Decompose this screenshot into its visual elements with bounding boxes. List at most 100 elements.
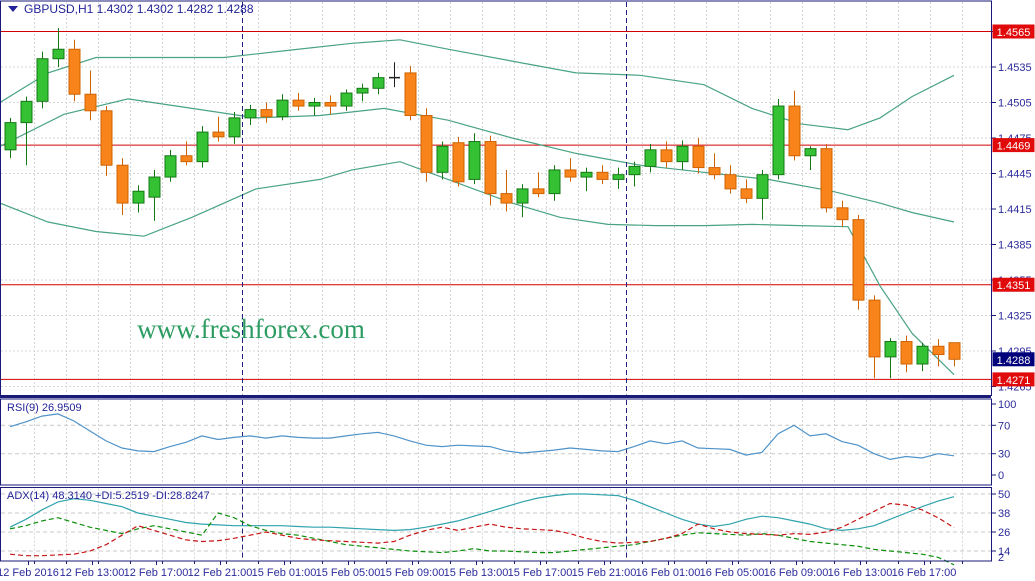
price-level-badge: 1.4469 bbox=[997, 141, 1031, 153]
price-tick-label: 1.4505 bbox=[998, 97, 1032, 109]
time-tick-label: 12 Feb 21:00 bbox=[188, 567, 253, 579]
candle-bear bbox=[84, 93, 97, 112]
candle-bear bbox=[836, 207, 849, 221]
price-tick-label: 1.4385 bbox=[998, 239, 1032, 251]
candle-bull bbox=[644, 149, 657, 167]
candle-bull bbox=[628, 165, 641, 176]
candle-bull bbox=[580, 171, 593, 178]
candle-bull bbox=[676, 145, 689, 163]
time-tick-label: 12 Feb 17:00 bbox=[124, 567, 189, 579]
candle-bear bbox=[948, 342, 961, 360]
candle-bear bbox=[180, 155, 193, 163]
candle-bear bbox=[68, 48, 81, 95]
time-tick-label: 15 Feb 09:00 bbox=[380, 567, 445, 579]
candle-bear bbox=[420, 115, 433, 173]
time-axis-drag-area[interactable] bbox=[0, 561, 991, 581]
candle-bull bbox=[276, 99, 289, 118]
time-tick-label: 16 Feb 09:00 bbox=[764, 567, 829, 579]
candle-bull bbox=[548, 169, 561, 195]
symbol-dropdown-icon bbox=[8, 6, 18, 12]
rsi-tick-label: 30 bbox=[998, 449, 1010, 461]
day-separators bbox=[242, 2, 627, 560]
price-level-badge: 1.4271 bbox=[997, 375, 1031, 387]
candle-bull bbox=[612, 174, 625, 180]
chart-plot-area[interactable] bbox=[0, 0, 991, 561]
candle-bull bbox=[132, 190, 145, 204]
time-tick-label: 12 Feb 13:00 bbox=[60, 567, 125, 579]
candle-bull bbox=[244, 109, 257, 119]
candle-bull bbox=[772, 105, 785, 176]
candle-bear bbox=[500, 193, 513, 204]
candle-bear bbox=[324, 101, 337, 107]
candle-bear bbox=[484, 141, 497, 195]
candle-bear bbox=[212, 131, 225, 138]
pane-border bbox=[0, 398, 992, 486]
candle-bull bbox=[52, 48, 65, 60]
adx-tick-label-partial: 2 bbox=[998, 552, 1004, 564]
candle-bull bbox=[884, 341, 897, 358]
price-level-badge-bg bbox=[992, 24, 1035, 39]
time-tick-label: 12 Feb 2016 bbox=[0, 567, 59, 579]
time-tick-label: 15 Feb 05:00 bbox=[316, 567, 381, 579]
time-tick-label: 16 Feb 13:00 bbox=[828, 567, 893, 579]
candle-bear bbox=[788, 105, 801, 157]
time-tick-label: 16 Feb 01:00 bbox=[636, 567, 701, 579]
adx-tick-label: 26 bbox=[998, 527, 1010, 539]
price-level-badge-bg bbox=[992, 277, 1035, 292]
candle-bear bbox=[100, 110, 113, 166]
bollinger-upper-band bbox=[0, 39, 955, 131]
rsi-line bbox=[9, 413, 955, 461]
candle-bear bbox=[292, 99, 305, 107]
price-scale[interactable]: 1.45651.45351.45051.44751.44451.44151.43… bbox=[991, 24, 1035, 565]
pane-border bbox=[0, 487, 992, 562]
candle-bear bbox=[820, 148, 833, 209]
candle-bull bbox=[756, 174, 769, 199]
adx-indicator-label: ADX(14) 48.3140 +DI:5.2519 -DI:28.8247 bbox=[7, 490, 210, 502]
candle-bull bbox=[20, 100, 33, 124]
rsi-tick-label: 0 bbox=[998, 470, 1004, 482]
price-scale-drag-area[interactable] bbox=[992, 0, 1035, 561]
candle-bull bbox=[308, 101, 321, 107]
candle-bull bbox=[916, 345, 929, 365]
candle-bear bbox=[596, 171, 609, 180]
candle-bear bbox=[868, 299, 881, 358]
rsi-indicator-label: RSI(9) 26.9509 bbox=[7, 402, 82, 414]
candle-bull bbox=[36, 58, 49, 102]
candle-bear bbox=[404, 72, 417, 117]
candles-layer bbox=[4, 27, 961, 379]
candle-bull bbox=[228, 117, 241, 138]
candle-bull bbox=[164, 155, 177, 178]
time-tick-label: 15 Feb 21:00 bbox=[572, 567, 637, 579]
watermark: www.freshforex.com bbox=[137, 314, 365, 344]
candle-bull bbox=[356, 87, 369, 94]
price-level-badge: 1.4565 bbox=[997, 27, 1031, 39]
candle-bull bbox=[196, 131, 209, 163]
candle-bear bbox=[660, 149, 673, 163]
candle-bear bbox=[260, 109, 273, 118]
pane-borders bbox=[0, 0, 992, 562]
time-tick-label: 16 Feb 17:00 bbox=[892, 567, 957, 579]
candle-bull bbox=[804, 148, 817, 157]
candle-bull bbox=[516, 188, 529, 204]
price-level-badge: 1.4351 bbox=[997, 280, 1031, 292]
candle-bull bbox=[468, 141, 481, 180]
price-tick-label: 1.4415 bbox=[998, 204, 1032, 216]
candle-bear bbox=[532, 188, 545, 195]
grid-layer bbox=[1, 2, 991, 560]
candle-bear bbox=[852, 219, 865, 301]
candle-bear bbox=[692, 145, 705, 169]
candle-bear bbox=[740, 188, 753, 199]
time-axis[interactable]: 12 Feb 201612 Feb 13:0012 Feb 17:0012 Fe… bbox=[0, 561, 963, 579]
adx-tick-label: 38 bbox=[998, 508, 1010, 520]
price-tick-label: 1.4325 bbox=[998, 310, 1032, 322]
candle-bear bbox=[932, 345, 945, 356]
candle-bear bbox=[724, 174, 737, 190]
adx-tick-label: 50 bbox=[998, 489, 1010, 501]
candle-bull bbox=[340, 92, 353, 107]
time-tick-label: 15 Feb 17:00 bbox=[508, 567, 573, 579]
price-tick-label: 1.4445 bbox=[998, 168, 1032, 180]
time-tick-label: 15 Feb 01:00 bbox=[252, 567, 317, 579]
candle-bull bbox=[436, 145, 449, 173]
candle-bear bbox=[452, 142, 465, 183]
